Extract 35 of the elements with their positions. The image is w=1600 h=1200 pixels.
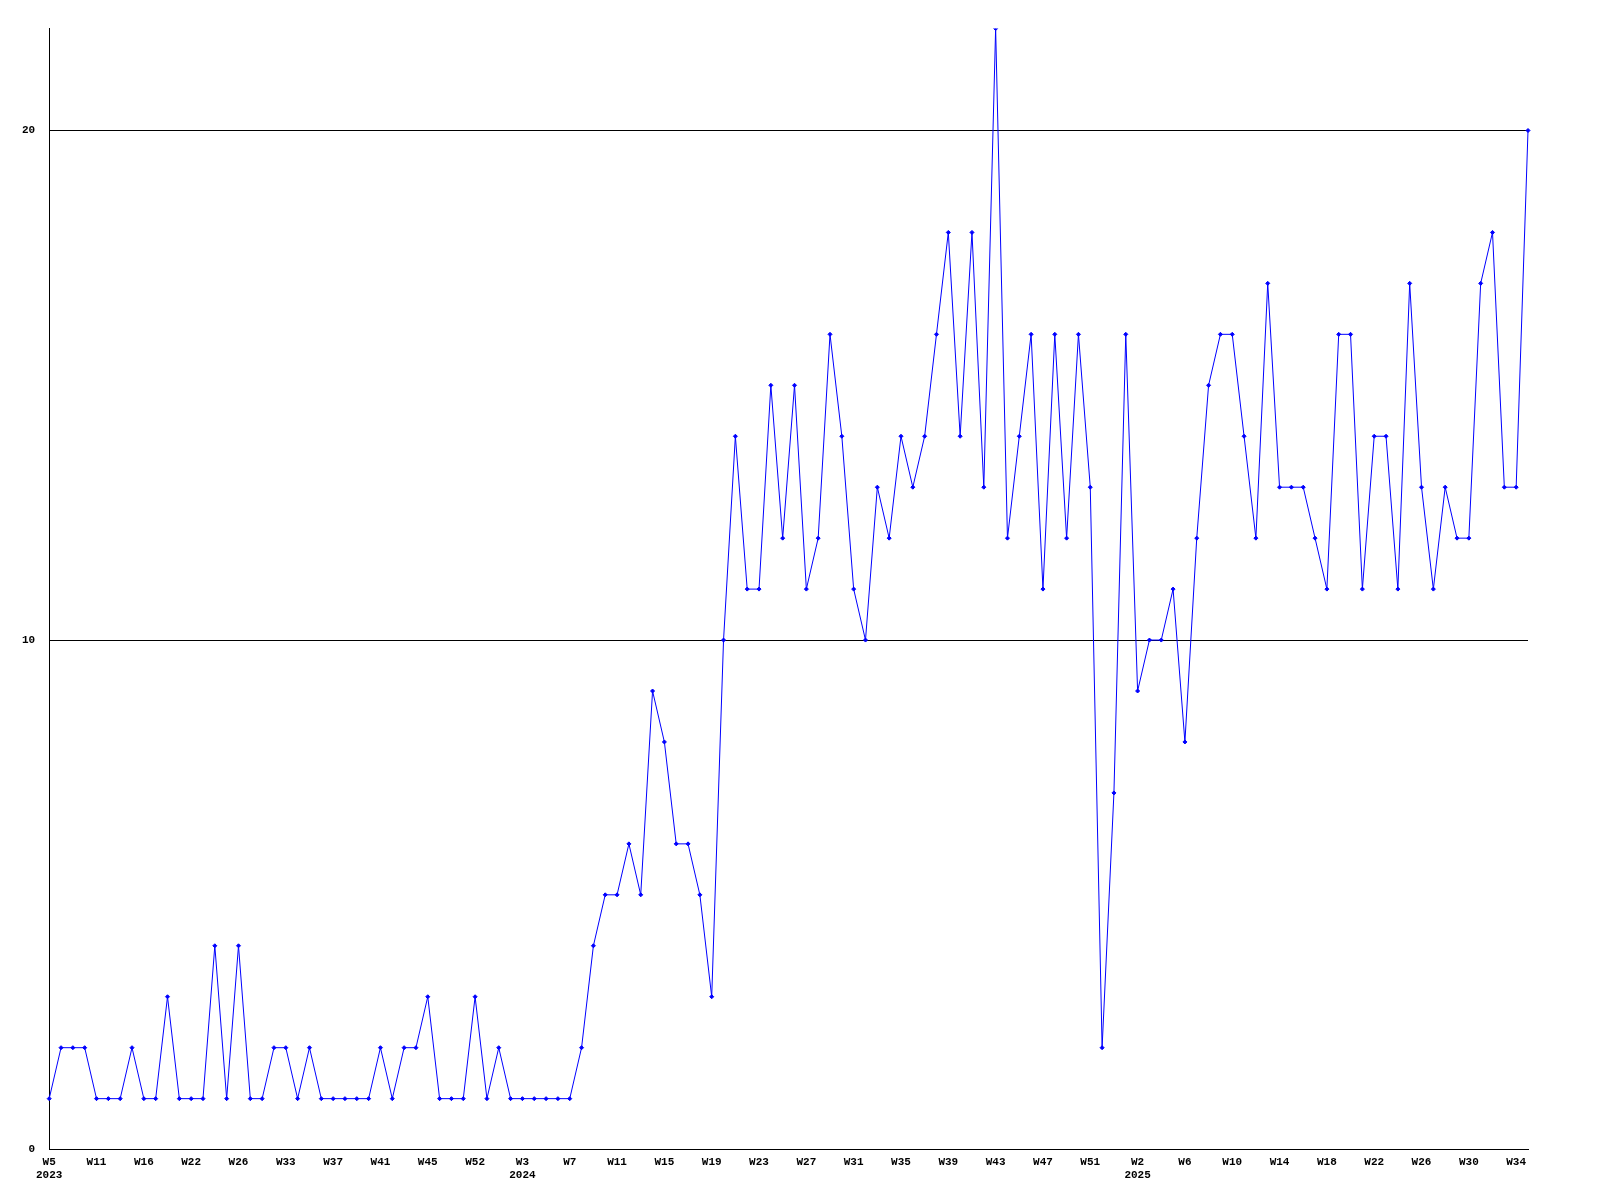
- x-tick-label: W37: [323, 1155, 344, 1168]
- x-tick-label: W43: [985, 1155, 1006, 1168]
- x-tick-label: W41: [370, 1155, 391, 1168]
- x-tick-label: W45: [417, 1155, 439, 1168]
- x-tick-label: W51: [1080, 1155, 1101, 1168]
- x-tick-label: W23: [749, 1155, 770, 1168]
- x-tick-label: W30: [1458, 1155, 1479, 1168]
- x-tick-label: W52: [465, 1155, 485, 1168]
- x-tick-label: W26: [1411, 1155, 1432, 1168]
- y-tick-label: 20: [22, 124, 36, 137]
- x-tick-label: W22: [1364, 1155, 1385, 1168]
- x-tick-label: W22: [181, 1155, 202, 1168]
- x-tick-label: W2 2025: [1124, 1155, 1152, 1182]
- y-tick-label: 0: [28, 1143, 36, 1156]
- x-tick-label: W3 2024: [509, 1155, 537, 1182]
- x-tick-label: W19: [701, 1155, 722, 1168]
- x-tick-label: W11: [86, 1155, 107, 1168]
- x-tick-label: W35: [891, 1155, 912, 1168]
- x-tick-label: W14: [1269, 1155, 1290, 1168]
- x-tick-label: W16: [133, 1155, 154, 1168]
- x-tick-label: W33: [275, 1155, 297, 1168]
- x-tick-label: W31: [843, 1155, 864, 1168]
- x-tick-label: W27: [796, 1155, 817, 1168]
- y-tick-label: 10: [22, 633, 36, 646]
- x-tick-label: W5 2023: [36, 1155, 63, 1182]
- x-tick-label: W34: [1506, 1155, 1527, 1168]
- x-tick-label: W10: [1222, 1155, 1243, 1168]
- x-tick-label: W7: [563, 1155, 577, 1168]
- x-tick-label: W47: [1033, 1155, 1053, 1168]
- x-tick-label: W26: [228, 1155, 249, 1168]
- x-tick-label: W11: [607, 1155, 628, 1168]
- x-tick-label: W18: [1316, 1155, 1338, 1168]
- x-tick-label: W15: [654, 1155, 675, 1168]
- x-tick-label: W6: [1178, 1155, 1192, 1168]
- x-tick-label: W39: [938, 1155, 959, 1168]
